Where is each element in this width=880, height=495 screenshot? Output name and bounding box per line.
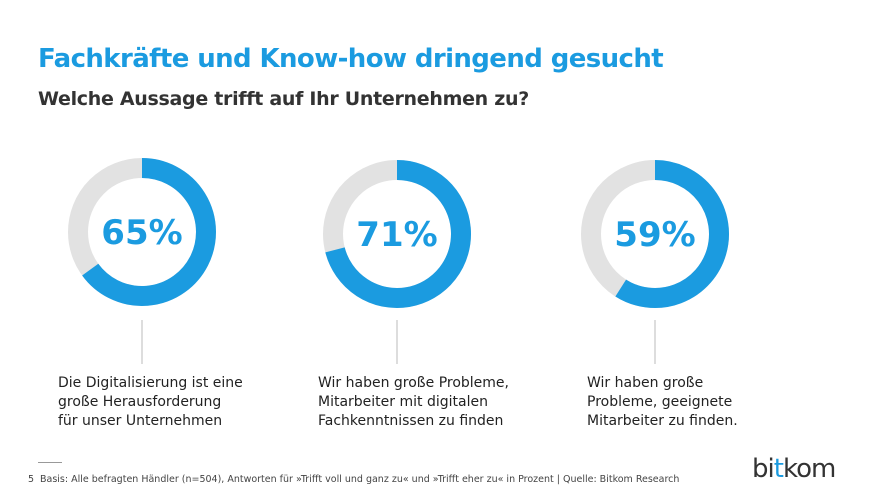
page-subtitle: Welche Aussage trifft auf Ihr Unternehme… [38, 88, 529, 110]
logo-part-1: bi [752, 454, 775, 484]
value-label-2: 71% [356, 215, 437, 255]
page-number: 5 [28, 474, 35, 485]
caption-2: Wir haben große Probleme, Mitarbeiter mi… [318, 375, 509, 429]
value-label-3: 59% [614, 215, 695, 255]
logo-part-2: t [773, 454, 784, 484]
footer-rule [38, 462, 62, 463]
value-label-1: 65% [101, 213, 182, 253]
caption-1: Die Digitalisierung ist eine große Herau… [58, 375, 243, 429]
donut-value-arc-1 [82, 158, 216, 306]
source-note: Basis: Alle befragten Händler (n=504), A… [40, 474, 680, 485]
bitkom-logo: bitkom [752, 454, 836, 484]
caption-3: Wir haben große Probleme, geeignete Mita… [587, 375, 738, 429]
logo-part-3: kom [782, 454, 836, 484]
donut-value-arc-3 [615, 160, 729, 308]
page-title: Fachkräfte und Know-how dringend gesucht [38, 44, 664, 74]
donut-value-arc-2 [325, 160, 471, 308]
